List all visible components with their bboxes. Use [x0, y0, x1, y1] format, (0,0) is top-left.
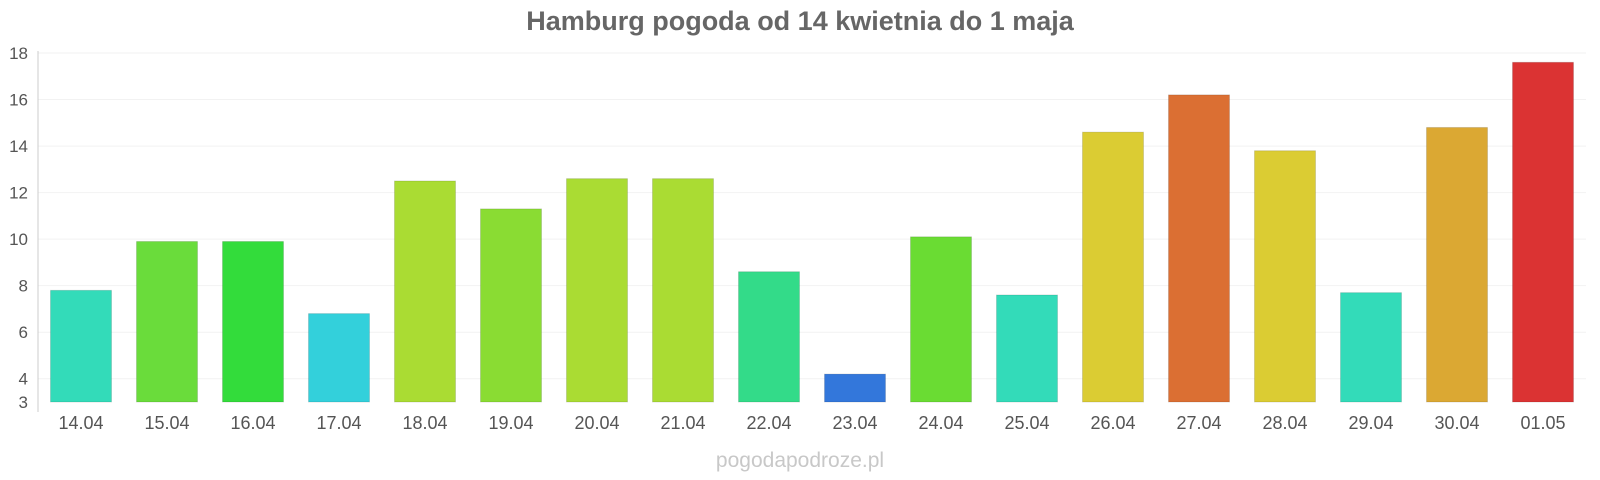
y-tick-label: 4	[19, 370, 28, 389]
x-tick-label: 28.04	[1262, 413, 1307, 433]
x-tick-label: 01.05	[1520, 413, 1565, 433]
x-tick-label: 23.04	[832, 413, 877, 433]
x-tick-label: 22.04	[746, 413, 791, 433]
x-tick-label: 30.04	[1434, 413, 1479, 433]
bar-20.04	[566, 178, 628, 403]
x-tick-label: 15.04	[144, 413, 189, 433]
bar-01.05	[1512, 61, 1574, 403]
x-tick-label: 25.04	[1004, 413, 1049, 433]
y-tick-label: 3	[19, 393, 28, 412]
chart-title: Hamburg pogoda od 14 kwietnia do 1 maja	[526, 6, 1074, 36]
x-tick-label: 26.04	[1090, 413, 1135, 433]
bar-25.04	[996, 294, 1058, 403]
y-tick-label: 6	[19, 323, 28, 342]
bar-19.04	[480, 208, 542, 403]
bar-14.04	[50, 289, 112, 403]
bar-30.04	[1426, 126, 1488, 403]
x-tick-label: 14.04	[58, 413, 103, 433]
x-tick-label: 24.04	[918, 413, 963, 433]
bar-28.04	[1254, 150, 1316, 403]
bar-18.04	[394, 180, 456, 403]
bar-22.04	[738, 271, 800, 403]
y-tick-label: 16	[9, 91, 28, 110]
y-tick-label: 14	[9, 137, 28, 156]
bar-15.04	[136, 240, 198, 403]
y-tick-label: 10	[9, 230, 28, 249]
bar-24.04	[910, 236, 972, 403]
x-axis-ticks: 14.04 15.04 16.04 17.04 18.04 19.04 20.04 21.04…	[58, 413, 1565, 433]
x-tick-label: 17.04	[316, 413, 361, 433]
y-tick-label: 8	[19, 277, 28, 296]
bar-16.04	[222, 240, 284, 403]
bar-21.04	[652, 178, 714, 403]
y-tick-label: 18	[9, 44, 28, 63]
x-tick-label: 16.04	[230, 413, 275, 433]
x-tick-label: 27.04	[1176, 413, 1221, 433]
gridlines	[38, 52, 1586, 380]
bar-17.04	[308, 313, 370, 403]
bar-23.04	[824, 373, 886, 403]
x-tick-label: 19.04	[488, 413, 533, 433]
x-tick-label: 18.04	[402, 413, 447, 433]
y-tick-label: 12	[9, 184, 28, 203]
x-tick-label: 21.04	[660, 413, 705, 433]
bar-27.04	[1168, 94, 1230, 403]
bar-26.04	[1082, 131, 1144, 403]
x-tick-label: 29.04	[1348, 413, 1393, 433]
x-tick-label: 20.04	[574, 413, 619, 433]
watermark: pogodapodroze.pl	[715, 449, 885, 472]
bar-29.04	[1340, 292, 1402, 403]
y-axis-ticks: 3 4 6 8 10 12 14 16 18	[9, 44, 28, 412]
bars	[50, 61, 1574, 403]
